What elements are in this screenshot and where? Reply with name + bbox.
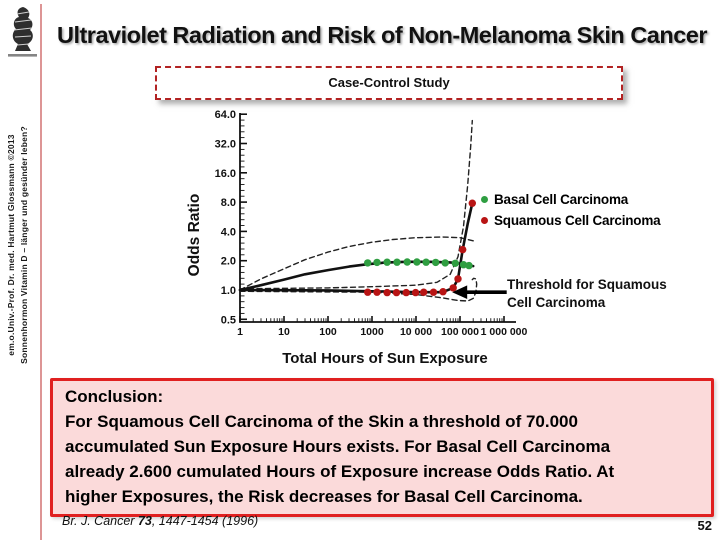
conclusion-line-2: accumulated Sun Exposure Hours exists. F… bbox=[65, 437, 611, 456]
sidebar-credit: em.o.Univ.-Prof. Dr. med. Hartmut Glossm… bbox=[5, 125, 31, 365]
svg-text:32.0: 32.0 bbox=[215, 139, 236, 151]
svg-text:10: 10 bbox=[278, 326, 290, 338]
conclusion-line-4: higher Exposures, the Risk decreases for… bbox=[65, 487, 583, 506]
conclusion-line-1: For Squamous Cell Carcinoma of the Skin … bbox=[65, 412, 578, 431]
svg-text:1.0: 1.0 bbox=[221, 285, 236, 297]
svg-text:100 000: 100 000 bbox=[441, 326, 479, 338]
legend-item-basal: Basal Cell Carcinoma bbox=[481, 189, 660, 210]
svg-text:10 000: 10 000 bbox=[400, 326, 432, 338]
threshold-annotation: Threshold for Squamous Cell Carcinoma bbox=[507, 276, 720, 311]
sidebar-divider-line bbox=[40, 4, 42, 540]
page-number: 52 bbox=[697, 518, 712, 533]
svg-text:64.0: 64.0 bbox=[215, 109, 236, 121]
citation: Br. J. Cancer 73, 1447-1454 (1996) bbox=[62, 514, 258, 528]
sidebar-credit-line1: em.o.Univ.-Prof. Dr. med. Hartmut Glossm… bbox=[6, 134, 16, 356]
svg-text:1000: 1000 bbox=[360, 326, 384, 338]
odds-ratio-chart: 64.0 32.0 16.0 8.0 4.0 2.0 1.0 0.51 10 100 1000 10 … bbox=[215, 109, 528, 338]
citation-journal: Br. J. Cancer bbox=[62, 514, 138, 528]
publisher-logo bbox=[8, 7, 37, 57]
logo-caption-text bbox=[8, 54, 37, 57]
x-axis-title: Total Hours of Sun Exposure bbox=[282, 350, 488, 367]
citation-volume: 73 bbox=[137, 514, 152, 528]
citation-pages: , 1447-1454 (1996) bbox=[151, 514, 259, 528]
squamous-legend-dot-icon bbox=[481, 217, 488, 224]
threshold-annotation-line2: Cell Carcinoma bbox=[507, 294, 606, 310]
svg-text:2.0: 2.0 bbox=[221, 256, 236, 268]
legend-label-basal: Basal Cell Carcinoma bbox=[494, 192, 629, 207]
page-title: Ultraviolet Radiation and Risk of Non-Me… bbox=[56, 22, 708, 48]
study-type-box: Case-Control Study bbox=[155, 66, 623, 100]
conclusion-box: Conclusion: For Squamous Cell Carcinoma … bbox=[50, 378, 714, 517]
logo-hatching bbox=[13, 11, 33, 46]
conclusion-line-3: already 2.600 cumulated Hours of Exposur… bbox=[65, 462, 615, 481]
svg-text:8.0: 8.0 bbox=[221, 197, 236, 209]
svg-text:1: 1 bbox=[237, 326, 243, 338]
y-axis-title: Odds Ratio bbox=[186, 193, 203, 277]
svg-text:100: 100 bbox=[319, 326, 337, 338]
chart-legend: Basal Cell Carcinoma Squamous Cell Carci… bbox=[481, 189, 661, 231]
svg-text:16.0: 16.0 bbox=[215, 168, 236, 180]
legend-item-squamous: Squamous Cell Carcinoma bbox=[481, 210, 661, 231]
svg-text:0.5: 0.5 bbox=[221, 314, 236, 326]
basal-legend-dot-icon bbox=[481, 196, 488, 203]
sidebar-credit-line2: Sonnenhormon Vitamin D – länger und gesü… bbox=[19, 126, 29, 364]
legend-label-squamous: Squamous Cell Carcinoma bbox=[494, 213, 661, 228]
conclusion-heading: Conclusion: bbox=[65, 387, 164, 406]
threshold-annotation-line1: Threshold for Squamous bbox=[507, 277, 667, 292]
svg-text:1 000 000: 1 000 000 bbox=[481, 326, 528, 338]
study-type-label: Case-Control Study bbox=[328, 75, 450, 90]
svg-text:4.0: 4.0 bbox=[221, 226, 236, 238]
